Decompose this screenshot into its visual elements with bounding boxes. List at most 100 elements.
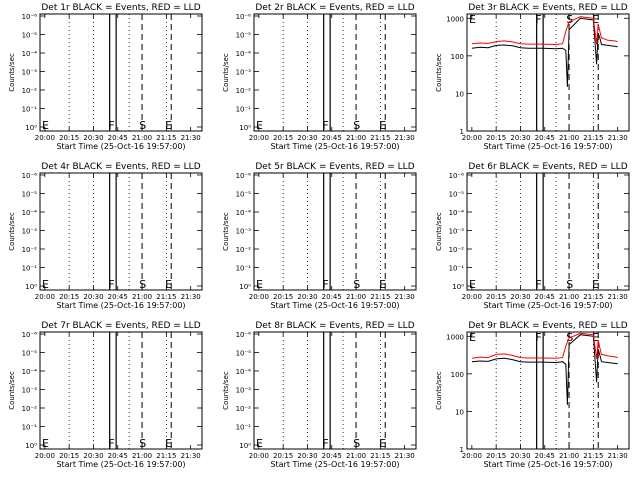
y-tick-label: 100 (451, 371, 464, 379)
event-marker-f: F (535, 278, 541, 291)
chart-title: Det 4r BLACK = Events, RED = LLD (41, 162, 200, 172)
y-axis-label: Counts/sec (222, 212, 230, 251)
x-axis-label: Start Time (25-Oct-16 19:57:00) (483, 142, 612, 151)
x-tick-label: 20:15 (486, 293, 506, 301)
y-tick-label: 10⁻² (449, 246, 465, 254)
event-marker-e: E (379, 119, 386, 132)
plot-frame (39, 331, 203, 450)
event-marker-e: E (42, 437, 49, 450)
y-tick-label: 10⁰ (239, 442, 251, 450)
y-tick-label: 1 (460, 128, 464, 136)
chart-title: Det 9r BLACK = Events, RED = LLD (468, 321, 627, 331)
y-tick-label: 10⁻¹ (236, 106, 252, 114)
series-line-lld (471, 16, 618, 46)
x-tick-label: 21:00 (132, 293, 152, 301)
y-tick-label: 10⁰ (239, 124, 251, 132)
event-marker-s: S (353, 119, 360, 132)
x-tick-label: 20:45 (322, 134, 342, 142)
plot-frame (253, 172, 417, 291)
event-marker-f: F (322, 119, 328, 132)
chart-panel-5: Det 5r BLACK = Events, RED = LLD 20:00 20:… (222, 162, 417, 310)
y-tick-label: 10⁻¹ (449, 265, 465, 273)
chart-title: Det 1r BLACK = Events, RED = LLD (41, 3, 200, 13)
x-tick-label: 21:00 (132, 134, 152, 142)
y-tick-label: 10⁻² (236, 405, 252, 413)
x-tick-label: 20:30 (297, 293, 317, 301)
y-tick-label: 10⁻³ (449, 228, 465, 236)
y-tick-label: 10⁻¹ (236, 424, 252, 432)
y-tick-label: 10⁻⁵ (236, 350, 252, 358)
chart-panel-9: Det 9r BLACK = Events, RED = LLD 20:00 20:… (435, 321, 630, 469)
x-tick-label: 20:45 (322, 452, 342, 460)
event-marker-e: E (256, 119, 263, 132)
x-tick-label: 20:15 (59, 452, 79, 460)
y-tick-label: 10⁻⁴ (236, 209, 252, 217)
y-tick-label: 10⁰ (25, 442, 37, 450)
x-tick-label: 20:45 (322, 293, 342, 301)
y-tick-label: 1000 (446, 333, 464, 341)
chart-panel-2: Det 2r BLACK = Events, RED = LLD 20:00 20:… (222, 3, 417, 151)
y-tick-label: 10⁻⁵ (236, 191, 252, 199)
x-tick-label: 21:15 (583, 293, 603, 301)
x-tick-label: 20:15 (273, 293, 293, 301)
x-tick-label: 21:00 (346, 452, 366, 460)
event-marker-s: S (139, 119, 146, 132)
x-tick-label: 20:30 (510, 452, 530, 460)
x-tick-label: 21:00 (346, 134, 366, 142)
y-tick-label: 10⁻³ (22, 228, 38, 236)
chart-title: Det 3r BLACK = Events, RED = LLD (468, 3, 627, 13)
y-tick-label: 1 (460, 446, 464, 454)
chart-panel-8: Det 8r BLACK = Events, RED = LLD 20:00 20:… (222, 321, 417, 469)
x-tick-label: 21:15 (156, 134, 176, 142)
y-tick-label: 10⁻⁴ (22, 209, 38, 217)
event-marker-s: S (139, 437, 146, 450)
y-tick-label: 10⁻⁴ (22, 50, 38, 58)
event-marker-e: E (379, 278, 386, 291)
x-tick-label: 21:15 (156, 293, 176, 301)
x-tick-label: 21:00 (346, 293, 366, 301)
plot-frame (466, 172, 630, 291)
plot-frame (39, 172, 203, 291)
event-marker-e: E (379, 437, 386, 450)
y-tick-label: 10⁻⁶ (236, 13, 252, 21)
chart-panel-3: Det 3r BLACK = Events, RED = LLD 20:00 20:… (435, 3, 630, 151)
x-tick-label: 21:15 (583, 134, 603, 142)
x-tick-label: 21:30 (608, 293, 628, 301)
x-axis-label: Start Time (25-Oct-16 19:57:00) (483, 301, 612, 310)
event-marker-e: E (256, 437, 263, 450)
y-tick-label: 10⁰ (25, 283, 37, 291)
x-tick-label: 20:00 (35, 293, 55, 301)
series-line-lld (471, 332, 618, 359)
event-marker-f: F (108, 119, 114, 132)
y-tick-label: 10⁻⁴ (449, 209, 465, 217)
x-tick-label: 20:45 (535, 134, 555, 142)
x-tick-label: 20:30 (510, 293, 530, 301)
y-tick-label: 10⁻¹ (236, 265, 252, 273)
y-tick-label: 10⁻⁶ (236, 172, 252, 180)
event-marker-e: E (592, 278, 599, 291)
y-tick-label: 10⁻⁶ (22, 13, 38, 21)
y-tick-label: 10⁰ (239, 283, 251, 291)
event-marker-s: S (353, 437, 360, 450)
x-axis-label: Start Time (25-Oct-16 19:57:00) (270, 460, 399, 469)
x-axis-label: Start Time (25-Oct-16 19:57:00) (270, 142, 399, 151)
x-axis-label: Start Time (25-Oct-16 19:57:00) (56, 142, 185, 151)
x-tick-label: 21:30 (395, 134, 415, 142)
y-axis-label: Counts/sec (8, 53, 16, 92)
y-tick-label: 10⁻⁵ (22, 191, 38, 199)
x-tick-label: 21:30 (395, 293, 415, 301)
y-tick-label: 10⁻⁵ (22, 32, 38, 40)
event-marker-e: E (592, 331, 599, 344)
chart-title: Det 8r BLACK = Events, RED = LLD (255, 321, 414, 331)
y-tick-label: 10⁻⁵ (236, 32, 252, 40)
x-tick-label: 20:15 (486, 134, 506, 142)
event-marker-e: E (469, 13, 476, 26)
event-marker-e: E (165, 437, 172, 450)
chart-title: Det 6r BLACK = Events, RED = LLD (468, 162, 627, 172)
x-tick-label: 21:15 (370, 293, 390, 301)
y-tick-label: 10⁻⁴ (22, 368, 38, 376)
plot-frame (39, 13, 203, 132)
event-marker-e: E (42, 278, 49, 291)
event-marker-s: S (566, 13, 573, 26)
